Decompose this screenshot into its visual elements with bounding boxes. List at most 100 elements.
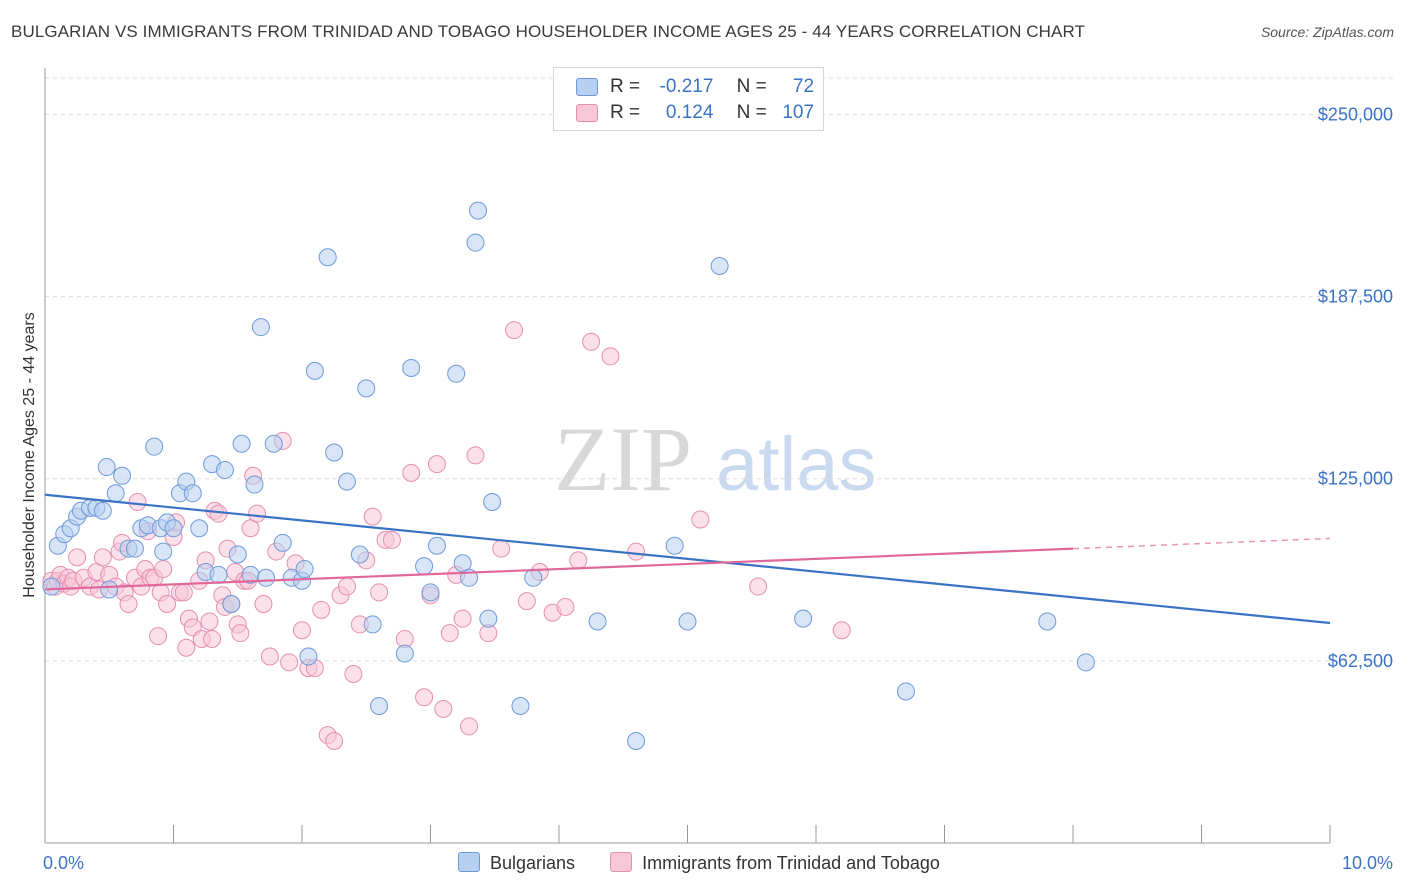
- data-point-bulgarians: [273, 533, 292, 552]
- tick-labels: $62,500 $125,000 $187,500 $250,000 0.0% 10.0%: [43, 104, 1393, 873]
- data-point-bulgarians: [678, 612, 697, 631]
- data-point-bulgarians: [325, 443, 344, 462]
- watermark-zip: ZIP: [554, 408, 692, 510]
- data-point-bulgarians: [228, 545, 247, 564]
- data-point-trinidad: [569, 551, 588, 570]
- data-point-trinidad: [601, 347, 620, 366]
- data-point-trinidad: [691, 510, 710, 529]
- data-point-trinidad: [460, 717, 479, 736]
- data-point-trinidad: [453, 609, 472, 628]
- data-point-bulgarians: [524, 568, 543, 587]
- data-point-trinidad: [466, 446, 485, 465]
- data-point-bulgarians: [209, 565, 228, 584]
- data-point-trinidad: [254, 595, 273, 614]
- data-point-bulgarians: [421, 583, 440, 602]
- x-tick-label: 0.0%: [43, 853, 84, 873]
- data-point-trinidad: [427, 455, 446, 474]
- data-point-bulgarians: [1076, 653, 1095, 672]
- data-point-bulgarians: [427, 536, 446, 555]
- data-point-bulgarians: [222, 595, 241, 614]
- data-point-trinidad: [402, 463, 421, 482]
- data-point-trinidad: [325, 732, 344, 750]
- trend-line-trinidad: [44, 547, 1074, 591]
- data-point-trinidad: [119, 595, 138, 614]
- data-point-trinidad: [231, 624, 250, 643]
- data-point-bulgarians: [305, 361, 324, 380]
- data-point-trinidad: [174, 583, 193, 602]
- data-point-bulgarians: [154, 542, 173, 561]
- legend-row-bulgarians: R = -0.217 N = 72: [576, 76, 814, 100]
- chart-title: BULGARIAN VS IMMIGRANTS FROM TRINIDAD AN…: [11, 22, 1086, 41]
- legend-row-trinidad: R = 0.124 N = 107: [576, 102, 814, 126]
- data-point-trinidad: [582, 332, 601, 351]
- data-point-trinidad: [248, 504, 267, 523]
- data-point-bulgarians: [145, 437, 164, 456]
- data-point-bulgarians: [395, 644, 414, 663]
- data-point-trinidad: [293, 621, 311, 640]
- y-tick-label: $62,500: [1328, 651, 1393, 671]
- data-point-trinidad: [517, 592, 536, 611]
- data-point-trinidad: [93, 548, 112, 567]
- data-point-bulgarians: [479, 609, 498, 628]
- data-point-trinidad: [154, 560, 173, 579]
- data-point-trinidad: [832, 621, 851, 640]
- data-point-bulgarians: [264, 434, 283, 453]
- data-point-trinidad: [200, 612, 219, 631]
- data-point-bulgarians: [337, 472, 356, 491]
- data-point-bulgarians: [113, 466, 132, 485]
- data-point-bulgarians: [164, 519, 183, 538]
- data-point-bulgarians: [588, 612, 607, 631]
- data-point-bulgarians: [106, 484, 125, 503]
- data-point-trinidad: [363, 507, 382, 526]
- data-point-bulgarians: [370, 697, 389, 716]
- legend-swatch-pink: [576, 103, 598, 122]
- watermark: ZIP atlas: [554, 408, 877, 510]
- data-point-trinidad: [434, 699, 453, 718]
- y-axis-title: Householder Income Ages 25 - 44 years: [21, 312, 38, 598]
- axes: [44, 68, 1331, 844]
- data-point-bulgarians: [232, 434, 251, 453]
- bottom-swatch-blue: [458, 852, 480, 872]
- watermark-atlas: atlas: [716, 422, 877, 507]
- data-point-bulgarians: [665, 536, 684, 555]
- trend-line-bulgarians: [44, 493, 1331, 625]
- data-point-bulgarians: [125, 539, 144, 558]
- data-point-bulgarians: [299, 647, 318, 666]
- bottom-swatch-pink: [610, 852, 633, 872]
- legend: R = -0.217 N = 72 R = 0.124 N = 107: [553, 67, 824, 131]
- y-tick-label: $125,000: [1318, 469, 1393, 489]
- data-point-trinidad: [440, 624, 459, 643]
- data-point-trinidad: [627, 542, 646, 561]
- data-point-bulgarians: [511, 697, 530, 716]
- data-point-bulgarians: [357, 379, 376, 398]
- data-point-bulgarians: [415, 557, 434, 576]
- data-point-trinidad: [492, 539, 511, 558]
- data-point-bulgarians: [466, 233, 485, 252]
- legend-n-value: 72: [792, 76, 815, 97]
- bottom-legend-bulgarians: Bulgarians: [458, 852, 575, 874]
- data-point-trinidad: [370, 583, 389, 602]
- trend-line-trinidad-extension: [1072, 537, 1331, 550]
- data-point-trinidad: [280, 653, 299, 672]
- bottom-legend-trinidad: Immigrants from Trinidad and Tobago: [610, 852, 940, 874]
- data-point-trinidad: [505, 321, 524, 340]
- data-point-bulgarians: [469, 201, 488, 220]
- data-point-bulgarians: [190, 519, 209, 538]
- data-point-bulgarians: [627, 732, 646, 750]
- data-point-trinidad: [203, 630, 222, 648]
- trend-lines: [44, 493, 1331, 625]
- legend-r-label: R =: [610, 76, 641, 97]
- bottom-legend-label: Immigrants from Trinidad and Tobago: [642, 853, 940, 873]
- legend-r-value: 0.124: [665, 102, 714, 123]
- data-point-bulgarians: [100, 580, 119, 599]
- data-point-trinidad: [337, 577, 356, 596]
- data-point-bulgarians: [183, 484, 202, 503]
- legend-r-value: -0.217: [659, 76, 714, 97]
- y-tick-label: $187,500: [1318, 287, 1393, 307]
- data-point-trinidad: [415, 688, 434, 707]
- data-point-trinidad: [128, 493, 147, 512]
- bottom-legend-label: Bulgarians: [490, 853, 576, 873]
- data-point-trinidad: [158, 595, 177, 614]
- data-point-trinidad: [382, 530, 401, 549]
- data-point-bulgarians: [350, 545, 369, 564]
